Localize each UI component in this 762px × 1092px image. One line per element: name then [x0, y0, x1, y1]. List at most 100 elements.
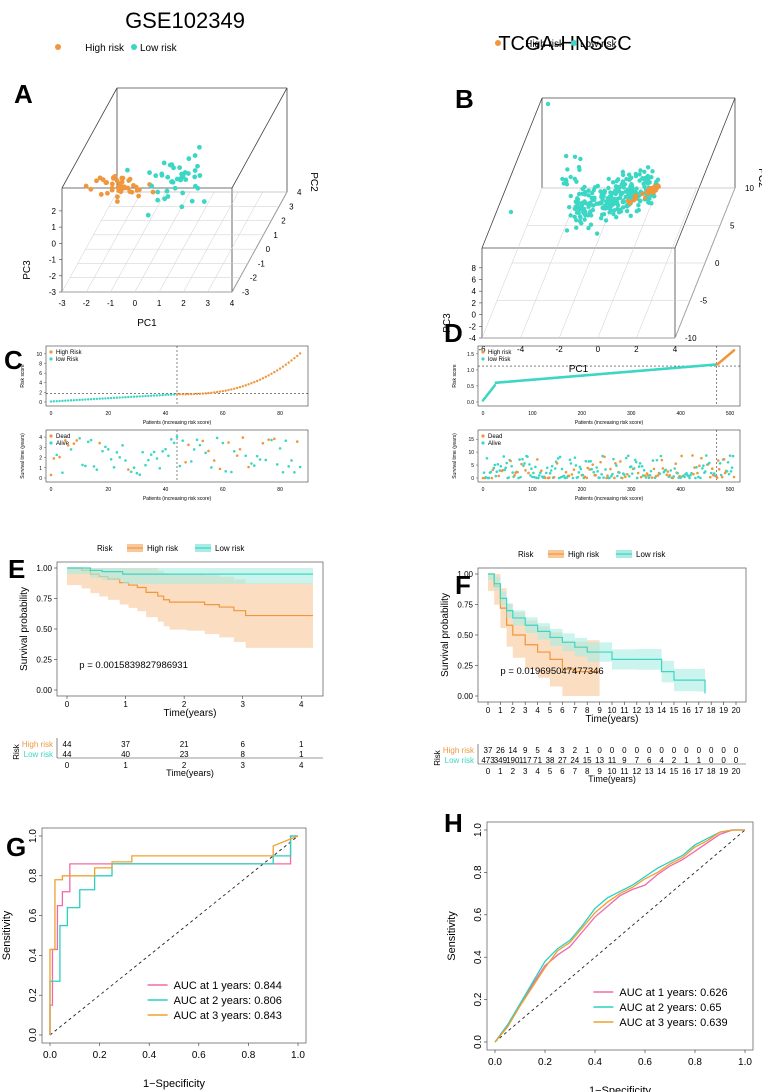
risk-c-surv-point	[298, 465, 302, 469]
risk-c-score-point	[138, 395, 141, 398]
risk-d-score-xtick: 100	[528, 411, 537, 417]
pca-b-point-low	[545, 101, 551, 107]
risk-c-surv-point	[135, 471, 139, 475]
pca-a-point-high	[111, 175, 116, 180]
pca-a-point-low	[192, 153, 198, 158]
km-f-xtick: 19	[719, 706, 728, 715]
pca-b-zlabel: PC3	[442, 313, 453, 333]
pca-b-point-low	[603, 203, 608, 208]
risk-c-surv-point	[92, 465, 96, 468]
roc-g-frame	[41, 827, 307, 1044]
pca-b-legend-high: High risk	[525, 39, 565, 50]
roc-g-xtick: 0.4	[142, 1050, 156, 1061]
risk-d-surv-point	[647, 476, 651, 480]
risk-d-surv-point	[632, 467, 636, 470]
pca-b-y-tick: -5	[700, 297, 708, 306]
panel-letter-B: B	[455, 84, 474, 114]
risk-d-surv-point	[715, 476, 719, 479]
km-f-xtick: 20	[732, 706, 741, 715]
risk-c-surv-point	[184, 461, 187, 464]
risk-d-surv-point	[485, 456, 489, 460]
risk-c-surv-point	[230, 470, 233, 474]
risk-d-surv-point	[708, 461, 711, 465]
risk-c-score-point	[64, 399, 67, 402]
risk-d-surv-xtick: 400	[676, 487, 685, 493]
roc-g-roc-curve-2	[49, 835, 298, 1035]
risk-d-surv-point	[692, 472, 695, 476]
risk-c-surv-point	[190, 460, 193, 463]
pca-b-point-low	[637, 172, 642, 177]
risk-d-surv-point	[729, 470, 733, 473]
roc-g-xlabel: 1−Specificity	[143, 1078, 206, 1090]
risk-d-surv-point	[683, 475, 686, 479]
risk-d-score-xtick: 400	[676, 411, 685, 417]
risk-d-surv-point	[717, 467, 721, 471]
pca-b-point-low	[578, 206, 584, 211]
risk-c-score-point	[152, 394, 156, 397]
risk-d-surv-point	[547, 476, 551, 480]
risk-d-surv-legend-dead-dot	[481, 434, 485, 438]
risk-c-score-point	[281, 365, 285, 368]
risk-c-surv-point	[132, 466, 136, 470]
risk-d-surv-point	[648, 473, 652, 477]
risk-d-surv-point	[608, 476, 611, 480]
risk-c-score-point	[127, 395, 130, 399]
km-e-risk-value: 21	[180, 740, 189, 749]
risk-d-surv-point	[604, 468, 607, 471]
risk-c-surv-point	[198, 443, 202, 447]
pca-a-legend-high: High risk	[85, 43, 125, 54]
risk-c-score-legend-low: low Risk	[56, 357, 79, 363]
risk-d-score-ytick: 0.0	[467, 400, 474, 406]
km-f-risk-value: 71	[533, 756, 542, 765]
risk-d-surv-point	[589, 459, 593, 463]
pca-b-z-tick: -4	[469, 334, 477, 343]
risk-d-surv-point	[685, 471, 688, 475]
risk-d-surv-point	[621, 476, 624, 480]
risk-d-surv-point	[601, 454, 604, 458]
risk-c-score-point	[92, 397, 96, 401]
risk-d-surv-point	[489, 470, 493, 474]
km-e-risk-value: 23	[180, 750, 189, 759]
risk-d-surv-point	[665, 473, 669, 477]
km-f-risk-value: 37	[484, 746, 493, 755]
risk-c-surv-point	[169, 438, 173, 441]
risk-d-surv-point	[588, 468, 592, 471]
risk-d-surv-xtick: 300	[627, 487, 636, 493]
pca-b-point-low	[621, 199, 627, 205]
roc-g-legend-2: AUC at 2 years: 0.806	[174, 995, 282, 1007]
km-e-risk-xtick: 3	[240, 761, 245, 770]
risk-d-surv-xtick: 500	[726, 487, 735, 493]
pca-b-point-low	[634, 186, 639, 191]
km-f-risk-value: 0	[721, 746, 726, 755]
risk-c-score-point	[107, 397, 110, 400]
risk-d-surv-point	[558, 455, 562, 459]
risk-c-surv-point	[144, 463, 147, 467]
pca-a-point-low	[180, 190, 186, 196]
km-f-ytick: 0.50	[457, 631, 473, 640]
km-e-risk-value: 6	[240, 740, 245, 749]
risk-c-score-point	[296, 354, 299, 358]
risk-c-score-point	[69, 399, 73, 402]
pca-a-point-low	[161, 160, 167, 166]
pca-b-point-low	[582, 217, 587, 222]
pca-b-point-low	[650, 169, 655, 174]
pca-b-point-low	[586, 225, 591, 231]
pca-b-point-low	[563, 153, 569, 159]
km-f-risk-value: 4	[548, 746, 553, 755]
risk-c-score-legend-high-dot	[49, 350, 53, 354]
km-f-risk-row-label: High risk	[443, 746, 475, 755]
km-f-risk-row-label: Low risk	[445, 756, 475, 765]
pca-b-point-low	[615, 206, 620, 212]
risk-d-surv-point	[568, 458, 572, 462]
risk-d-surv-point	[610, 474, 613, 478]
pca-a-point-low	[169, 162, 175, 168]
risk-d-surv-ytick: 0	[471, 476, 474, 482]
km-f-xtick: 0	[486, 706, 491, 715]
risk-c-surv-point	[195, 438, 199, 442]
risk-d-surv-point	[571, 476, 575, 480]
km-f-risk-value: 473	[481, 756, 495, 765]
roc-g-ytick: 0.2	[28, 988, 39, 1002]
km-f-risk-value: 13	[595, 756, 604, 765]
pca-b-point-high	[649, 185, 654, 190]
pca-b-point-high	[656, 184, 661, 189]
